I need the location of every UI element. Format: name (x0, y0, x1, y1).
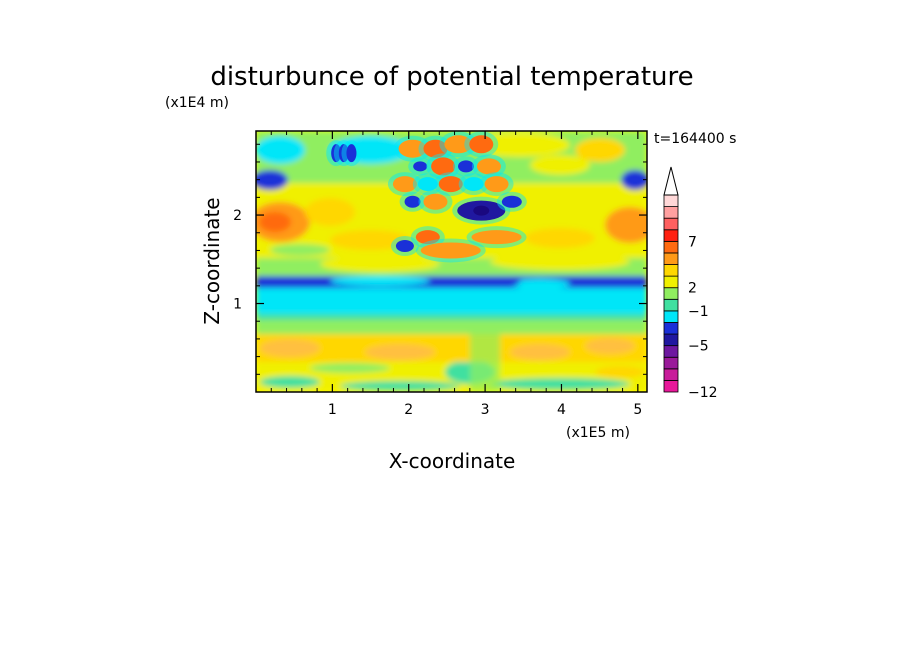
field-patch (310, 363, 390, 373)
colorbar-tick-label: 2 (688, 281, 697, 297)
wave-cell (417, 177, 438, 192)
colorbar-swatch (663, 240, 679, 254)
chart-title: disturbunce of potential temperature (210, 62, 693, 92)
colorbar-tick-label: 7 (688, 234, 697, 250)
wave-cell (501, 195, 522, 208)
y-tick-label: 2 (233, 208, 242, 224)
wave-cell (431, 157, 456, 176)
colorbar-swatch (663, 206, 679, 219)
plot-frame (255, 130, 648, 393)
x-tick-label: 5 (633, 402, 642, 418)
colorbar-tick-label: −1 (688, 304, 709, 320)
field-patch (525, 228, 595, 248)
wave-cell (471, 230, 522, 245)
colorbar-swatch (663, 287, 679, 300)
colorbar-swatch (663, 252, 679, 265)
field-region-transition (256, 310, 647, 320)
y-unit-label: (x1E4 m) (165, 95, 229, 111)
field-patch (530, 155, 590, 175)
field-patch (575, 138, 625, 162)
field-patch (365, 344, 435, 360)
wave-cell (476, 158, 501, 175)
field-patch (260, 376, 320, 388)
wave-cell-core (473, 205, 490, 216)
x-axis-label: X-coordinate (389, 449, 516, 473)
field-patch (330, 230, 410, 250)
wave-cell (458, 160, 475, 173)
wave-cell (331, 144, 342, 163)
wave-cell (415, 230, 440, 245)
colorbar-swatch (663, 264, 679, 277)
wave-cell (338, 144, 349, 163)
time-label: t=164400 s (654, 131, 736, 147)
field-patch (460, 276, 520, 288)
x-tick-label: 3 (481, 402, 490, 418)
colorbar-swatch (663, 217, 679, 231)
colorbar-swatch (663, 322, 679, 335)
wave-pattern (326, 131, 527, 263)
colorbar-tick-label: −5 (688, 339, 709, 355)
x-tick-label: 4 (557, 402, 566, 418)
field-region-blue (256, 274, 647, 288)
field-region-transition (256, 318, 647, 334)
field-region-lower (256, 332, 647, 362)
field-patch (256, 136, 305, 164)
wave-cell (420, 242, 481, 259)
field-patch (260, 339, 320, 357)
field-patch (470, 330, 500, 392)
field-region-cyan (256, 284, 647, 314)
field-patch (605, 207, 647, 243)
x-axis: 1 2 3 4 5 (270, 131, 642, 418)
colorbar-swatch (663, 310, 679, 323)
wave-cell (423, 139, 448, 158)
colorbar: −12−5−127 (663, 166, 718, 401)
y-axis-label: Z-coordinate (200, 197, 224, 324)
field-patch (259, 212, 291, 232)
field-patch (490, 378, 630, 390)
wave-cell (398, 139, 427, 158)
wave-cell (395, 240, 414, 253)
field-patch (340, 381, 460, 391)
wave-cell (444, 135, 473, 154)
field-patch (270, 244, 330, 256)
wave-cell (463, 177, 484, 192)
y-axis: 12 (233, 143, 647, 375)
wave-cell (484, 176, 509, 193)
wave-cell (423, 193, 448, 210)
colorbar-swatch (663, 333, 679, 347)
field-patch (510, 279, 570, 289)
field-patch (305, 198, 355, 226)
wave-cell (438, 176, 463, 193)
colorbar-swatch (663, 298, 679, 312)
wave-cell (392, 176, 417, 193)
colorbar-tick-label: −12 (688, 385, 718, 401)
field-patch (470, 133, 570, 157)
field-patch (585, 338, 635, 354)
x-tick-label: 1 (328, 402, 337, 418)
y-tick-label: 1 (233, 297, 242, 313)
colorbar-swatch (663, 380, 679, 393)
wave-cell (346, 144, 357, 163)
colorbar-swatch (663, 345, 679, 358)
x-tick-label: 2 (404, 402, 413, 418)
field-patch (595, 366, 645, 378)
wave-cell (469, 135, 494, 154)
colorbar-extend-arrow (663, 166, 679, 196)
wave-cell (404, 195, 421, 208)
field-patch (330, 276, 430, 286)
colorbar-swatch (663, 368, 679, 381)
field-patch (621, 170, 647, 190)
colorbar-swatch (663, 229, 679, 242)
colorbar-swatch (663, 356, 679, 370)
field-patch (320, 256, 440, 272)
field-patch (510, 344, 570, 360)
colorbar-swatch (663, 275, 679, 289)
field-patch (256, 170, 288, 190)
wave-cell (413, 161, 428, 172)
x-unit-label: (x1E5 m) (566, 425, 630, 441)
colorbar-swatch (663, 194, 679, 207)
contour-plot-area (256, 131, 647, 392)
